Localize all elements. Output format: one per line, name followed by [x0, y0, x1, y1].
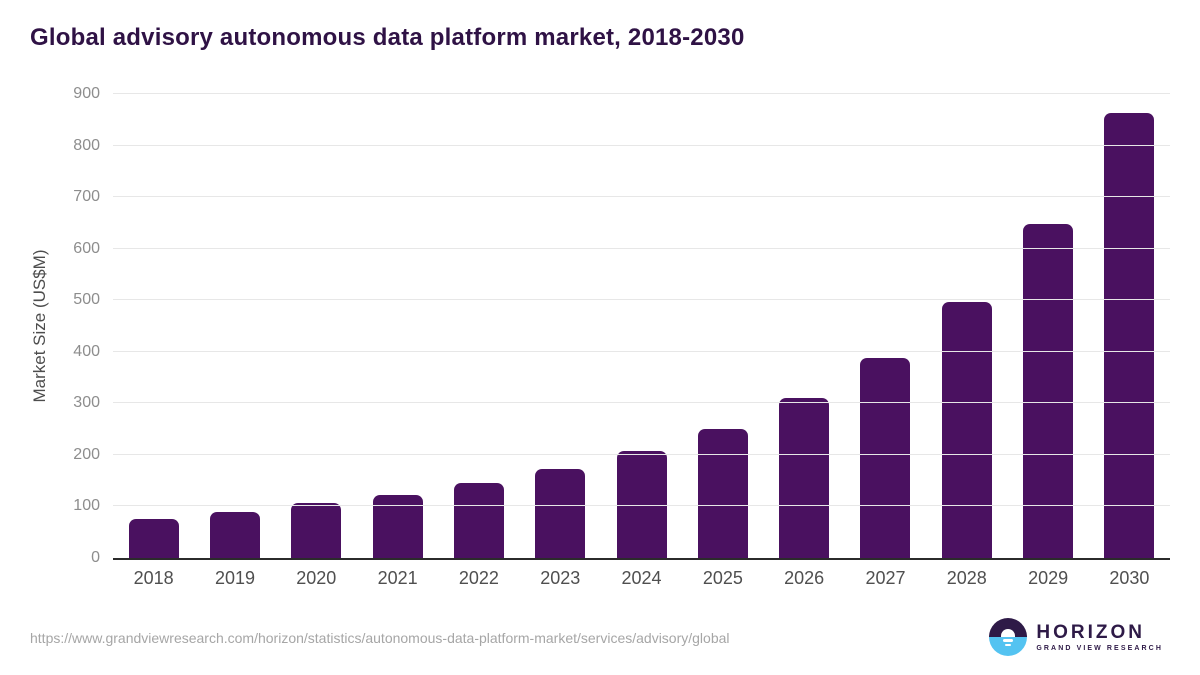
y-axis-title-label: Market Size (US$M) [30, 249, 49, 403]
bar-column-2025 [682, 94, 763, 558]
x-tick-label-2027: 2027 [865, 568, 906, 588]
y-tick-label-900: 900 [73, 85, 100, 102]
x-tick-label-2020: 2020 [296, 568, 337, 588]
y-tick-label-800: 800 [73, 136, 100, 154]
logo-text: HORIZON GRAND VIEW RESEARCH [1036, 623, 1163, 652]
bar-2027 [860, 357, 911, 558]
gridline-200 [113, 453, 1170, 455]
x-tick-label-2024: 2024 [621, 568, 662, 588]
bar-2024 [616, 451, 667, 558]
bar-2018 [128, 519, 179, 558]
gridline-400 [113, 350, 1170, 352]
horizon-logo: HORIZON GRAND VIEW RESEARCH [989, 618, 1163, 656]
x-tick-label-2019: 2019 [214, 568, 255, 588]
bar-column-2024 [601, 94, 682, 558]
bar-column-2019 [194, 94, 275, 558]
bar-column-2021 [357, 94, 438, 558]
gridline-900 [113, 93, 1170, 94]
y-tick-label-500: 500 [73, 291, 100, 309]
bar-series [113, 94, 1170, 558]
x-tick-label-2030: 2030 [1109, 568, 1150, 588]
x-tick-label-2022: 2022 [458, 568, 499, 588]
y-tick-label-300: 300 [73, 394, 100, 412]
bar-column-2026 [764, 94, 845, 558]
bar-2021 [372, 494, 423, 558]
y-tick-label-400: 400 [73, 342, 100, 360]
x-tick-label-2029: 2029 [1028, 568, 1069, 588]
y-tick-label-600: 600 [73, 239, 100, 257]
logo-brand-name: HORIZON [1036, 621, 1145, 643]
y-tick-label-0: 0 [91, 549, 100, 566]
horizon-logo-icon [989, 618, 1028, 656]
bar-column-2029 [1007, 94, 1088, 558]
bar-2019 [209, 511, 260, 558]
bar-column-2023 [520, 94, 601, 558]
chart-title: Global advisory autonomous data platform… [30, 24, 745, 51]
x-tick-label-2026: 2026 [784, 568, 825, 588]
bar-2025 [697, 429, 748, 558]
bar-column-2028 [926, 94, 1007, 558]
bar-2028 [941, 302, 992, 558]
bar-2023 [535, 468, 586, 558]
gridline-500 [113, 299, 1170, 301]
bar-column-2027 [845, 94, 926, 558]
x-tick-label-2025: 2025 [702, 568, 743, 588]
bar-column-2018 [113, 94, 194, 558]
bar-column-2020 [276, 94, 357, 558]
x-tick-label-2023: 2023 [540, 568, 581, 588]
gridline-600 [113, 247, 1170, 249]
x-tick-label-2018: 2018 [133, 568, 174, 588]
bar-2029 [1023, 223, 1074, 558]
plot-area: 0 100 200 300 400 500 600 700 800 900 [73, 86, 1170, 566]
gridline-800 [113, 144, 1170, 146]
logo-sub-brand: GRAND VIEW RESEARCH [1036, 644, 1163, 652]
y-tick-label-700: 700 [73, 188, 100, 206]
bar-2022 [453, 482, 504, 558]
water-reflection-icon [1003, 639, 1014, 642]
bar-2030 [1104, 113, 1155, 558]
x-axis-labels: 2018 2019 2020 2021 2022 2023 2024 2025 2026 2027… [113, 568, 1170, 589]
gridline-300 [113, 402, 1170, 404]
gridline-700 [113, 196, 1170, 198]
bar-column-2022 [438, 94, 519, 558]
bar-column-2030 [1089, 94, 1170, 558]
x-tick-label-2028: 2028 [946, 568, 987, 588]
bar-2026 [779, 398, 830, 558]
y-tick-label-200: 200 [73, 445, 100, 463]
x-tick-label-2021: 2021 [377, 568, 418, 588]
sunrise-arch-icon [1001, 629, 1016, 637]
gridline-100 [113, 505, 1170, 507]
y-tick-label-100: 100 [73, 497, 100, 515]
source-url: https://www.grandviewresearch.com/horizo… [30, 630, 730, 646]
water-reflection-icon-small [1005, 644, 1012, 646]
bar-2020 [291, 503, 342, 558]
